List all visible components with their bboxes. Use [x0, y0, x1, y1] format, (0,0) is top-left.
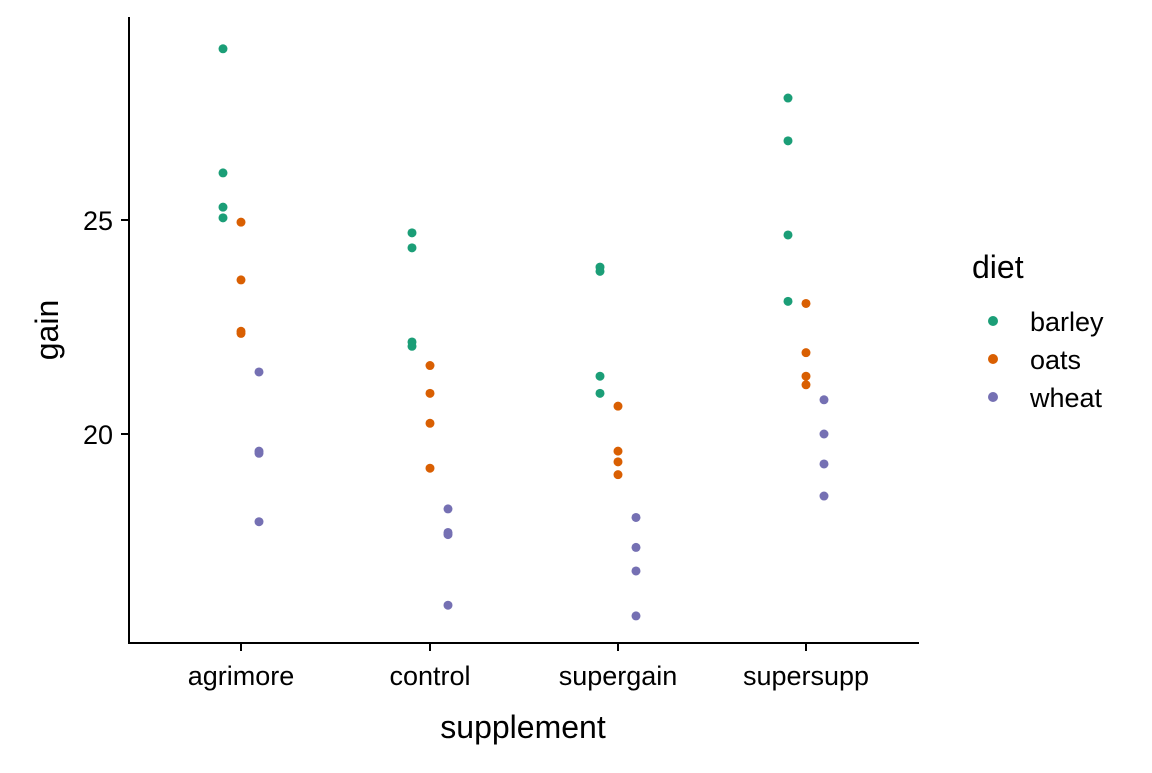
legend-key-oats: [988, 354, 998, 364]
data-point-barley: [218, 168, 228, 178]
data-point-wheat: [631, 542, 641, 552]
y-tick-label: 20: [83, 420, 113, 450]
legend-item-barley: barley: [988, 307, 1104, 337]
data-point-barley: [218, 44, 228, 54]
data-point-barley: [407, 228, 417, 238]
data-points: [218, 44, 829, 621]
x-tick-label-supersupp: supersupp: [743, 661, 869, 691]
data-point-wheat: [254, 367, 264, 377]
legend-label-barley: barley: [1030, 307, 1104, 337]
data-point-wheat: [819, 459, 829, 469]
data-point-wheat: [443, 504, 453, 514]
data-point-oats: [613, 457, 623, 467]
data-point-wheat: [254, 448, 264, 458]
data-point-oats: [236, 275, 246, 285]
x-ticks: agrimore control supergain supersupp: [188, 643, 869, 691]
data-point-wheat: [443, 530, 453, 540]
data-point-oats: [236, 328, 246, 338]
data-point-barley: [783, 230, 793, 240]
data-point-oats: [425, 361, 435, 371]
x-tick-label-agrimore: agrimore: [188, 661, 295, 691]
data-point-oats: [801, 380, 811, 390]
data-point-barley: [407, 341, 417, 351]
axes: [128, 17, 919, 644]
data-point-wheat: [819, 491, 829, 501]
data-point-wheat: [819, 429, 829, 439]
data-point-oats: [425, 418, 435, 428]
data-point-wheat: [631, 611, 641, 621]
data-point-oats: [801, 298, 811, 308]
data-point-barley: [595, 266, 605, 276]
data-point-barley: [595, 371, 605, 381]
data-point-barley: [783, 296, 793, 306]
legend-items: barley oats wheat: [988, 307, 1104, 413]
data-point-oats: [801, 371, 811, 381]
data-point-barley: [783, 136, 793, 146]
data-point-oats: [801, 348, 811, 358]
legend-item-wheat: wheat: [988, 383, 1103, 413]
data-point-barley: [218, 213, 228, 223]
legend: diet barley oats wheat: [972, 249, 1104, 413]
data-point-oats: [236, 217, 246, 227]
x-axis-title: supplement: [440, 709, 606, 745]
data-point-barley: [783, 93, 793, 103]
data-point-wheat: [631, 566, 641, 576]
series-oats: [236, 217, 811, 480]
y-tick-label: 25: [83, 206, 113, 236]
data-point-wheat: [254, 517, 264, 527]
legend-key-wheat: [988, 392, 998, 402]
legend-title: diet: [972, 249, 1024, 285]
legend-key-barley: [988, 316, 998, 326]
data-point-barley: [407, 243, 417, 253]
data-point-barley: [595, 388, 605, 398]
x-tick-label-control: control: [389, 661, 470, 691]
data-point-oats: [613, 401, 623, 411]
data-point-oats: [613, 446, 623, 456]
data-point-wheat: [631, 512, 641, 522]
data-point-wheat: [819, 395, 829, 405]
data-point-oats: [613, 470, 623, 480]
series-wheat: [254, 367, 829, 621]
data-point-oats: [425, 463, 435, 473]
legend-label-oats: oats: [1030, 345, 1081, 375]
data-point-barley: [218, 202, 228, 212]
data-point-oats: [425, 388, 435, 398]
data-point-wheat: [443, 600, 453, 610]
legend-label-wheat: wheat: [1029, 383, 1103, 413]
x-tick-label-supergain: supergain: [559, 661, 678, 691]
y-axis-title: gain: [29, 300, 65, 361]
legend-item-oats: oats: [988, 345, 1081, 375]
series-barley: [218, 44, 793, 398]
